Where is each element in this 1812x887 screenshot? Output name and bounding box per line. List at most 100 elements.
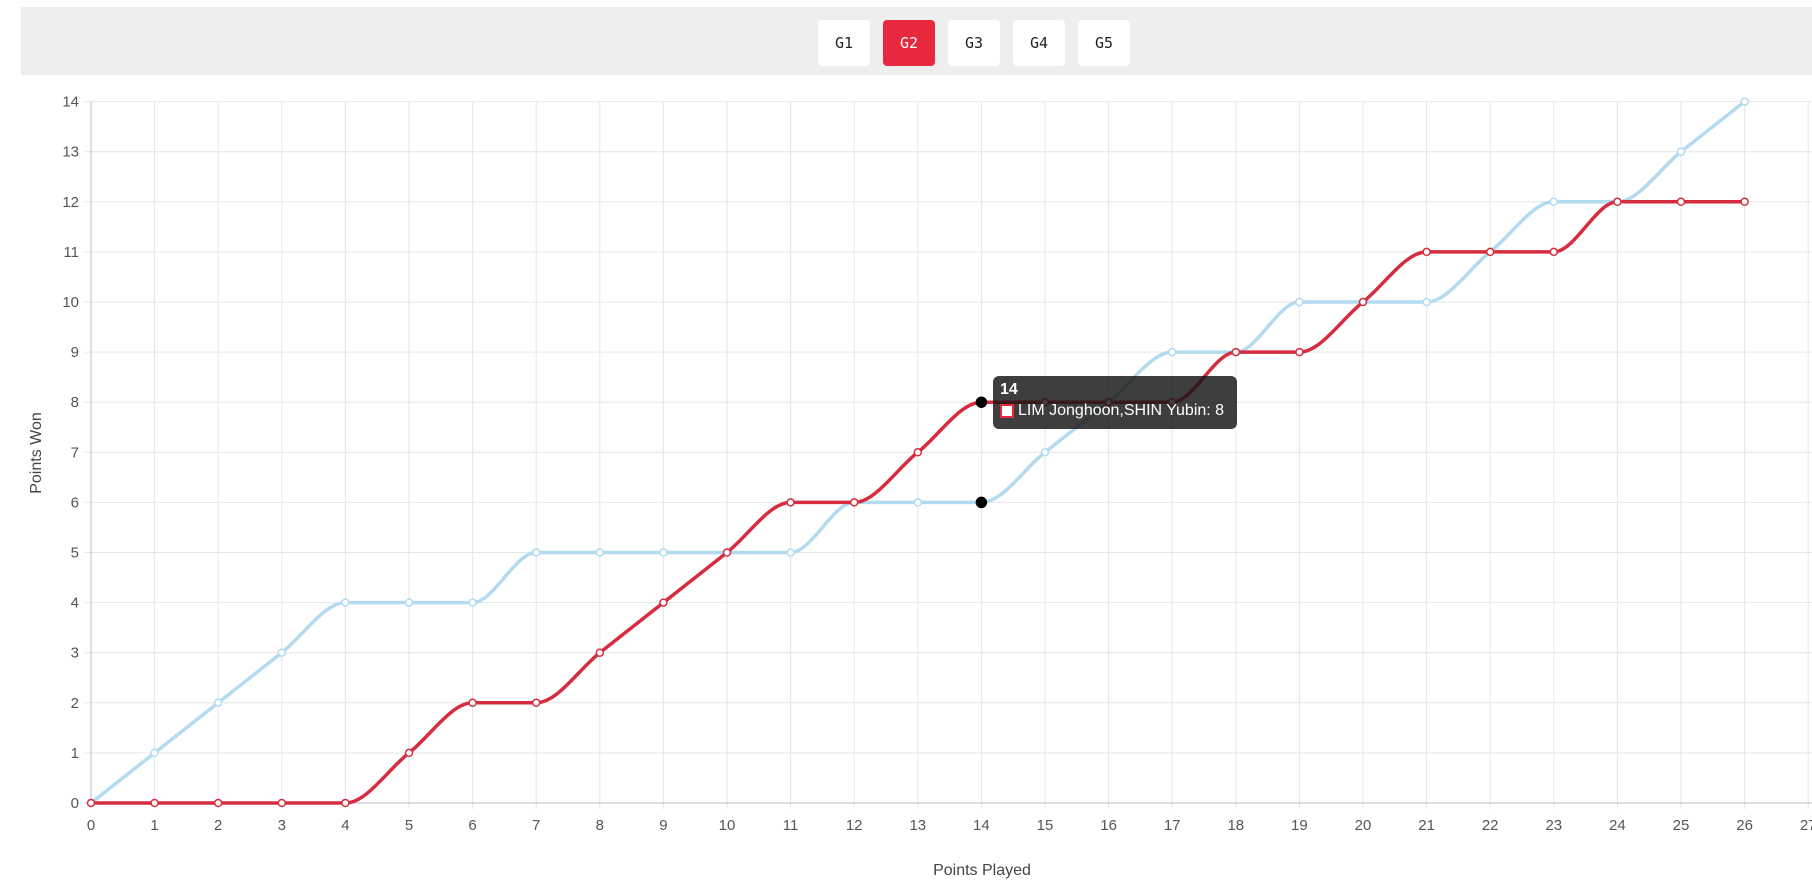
x-tick-label: 22 [1482, 817, 1499, 834]
series-line-0 [89, 100, 1746, 805]
tab-g2[interactable]: G2 [883, 20, 935, 66]
series-0-point [150, 748, 159, 758]
series-0-point [531, 548, 541, 557]
x-tick-label: 27 [1800, 817, 1812, 834]
series-0-point [1422, 297, 1431, 307]
y-axis-title: Points Won [28, 412, 45, 494]
y-tick-label: 14 [62, 94, 79, 111]
series-1-point [404, 748, 414, 758]
y-tick-label: 6 [71, 494, 79, 511]
y-tick-label: 10 [62, 294, 79, 311]
series-1-point [86, 798, 96, 808]
series-0-point [468, 598, 477, 607]
series-0-point [1549, 197, 1559, 207]
chart-axes [90, 101, 1812, 804]
series-1-point [213, 798, 223, 808]
series-0-point [975, 496, 988, 509]
series-0-point [595, 548, 605, 557]
series-1-point [1231, 347, 1241, 357]
y-tick-label: 5 [71, 545, 79, 562]
x-tick-label: 17 [1164, 817, 1181, 834]
x-tick-label: 24 [1609, 817, 1626, 834]
series-0-point [277, 648, 287, 657]
y-tick-label: 12 [62, 194, 79, 211]
series-1-point [1422, 247, 1431, 257]
series-1-point [1676, 197, 1686, 207]
x-tick-label: 26 [1736, 817, 1753, 834]
series-1-point [786, 498, 795, 507]
x-tick-label: 5 [405, 817, 413, 834]
y-tick-label: 3 [71, 645, 79, 662]
chart-tooltip: 14 LIM Jonghoon,SHIN Yubin: 8 [993, 376, 1237, 429]
series-1-point [1485, 247, 1495, 257]
y-tick-label: 8 [71, 394, 79, 411]
series-0-point [1740, 97, 1749, 106]
y-tick-label: 13 [62, 144, 79, 161]
x-tick-label: 25 [1673, 817, 1690, 834]
series-1-point [1613, 197, 1622, 207]
series-0-point [913, 498, 923, 507]
tab-g3[interactable]: G3 [948, 20, 1000, 66]
tooltip-series-swatch [1000, 404, 1014, 418]
series-0-point [659, 548, 668, 557]
tooltip-title: 14 [1000, 381, 1018, 398]
x-tick-label: 23 [1545, 817, 1562, 834]
tab-g1[interactable]: G1 [818, 20, 870, 66]
x-tick-label: 11 [783, 817, 799, 834]
series-1-point [975, 396, 988, 408]
series-0-point [1167, 347, 1177, 357]
x-tick-label: 15 [1037, 817, 1054, 834]
x-tick-label: 9 [659, 817, 667, 834]
game-selector-bar: G1 G2 G3 G4 G5 [21, 7, 1812, 75]
x-tick-label: 16 [1100, 817, 1117, 834]
y-tick-label: 1 [71, 745, 79, 762]
y-tick-label: 0 [71, 795, 79, 812]
y-tick-label: 2 [71, 695, 79, 712]
game-tabs: G1 G2 G3 G4 G5 [818, 20, 1130, 66]
series-1-point [150, 798, 159, 808]
series-1-point [849, 498, 859, 507]
series-1-point [1358, 297, 1368, 307]
y-tick-label: 7 [71, 444, 79, 461]
x-tick-label: 20 [1355, 817, 1372, 834]
x-tick-label: 8 [596, 817, 604, 834]
tab-g5[interactable]: G5 [1078, 20, 1130, 66]
chart-tick-labels: 0 1 2 3 4 5 6 7 8 9 10 11 12 13 14 15 16 17 18 19 20 21 22 23 24… [62, 94, 1812, 834]
series-1-point [659, 598, 668, 607]
series-1-point [595, 648, 605, 657]
x-tick-label: 6 [468, 817, 476, 834]
tab-g4[interactable]: G4 [1013, 20, 1065, 66]
x-tick-label: 14 [973, 817, 990, 834]
x-tick-label: 4 [341, 817, 349, 834]
series-0-point [213, 698, 223, 708]
x-tick-label: 19 [1291, 817, 1308, 834]
series-1-point [531, 698, 541, 708]
series-1-point [341, 798, 350, 808]
series-1-point [1295, 347, 1304, 357]
y-tick-label: 9 [71, 344, 79, 361]
x-tick-label: 18 [1227, 817, 1244, 834]
y-tick-label: 11 [63, 244, 79, 261]
series-1-point [277, 798, 287, 808]
x-tick-label: 12 [846, 817, 863, 834]
series-1-point [722, 548, 732, 557]
series-0-point [404, 598, 414, 607]
series-0-point [1295, 297, 1304, 307]
tooltip-label: LIM Jonghoon,SHIN Yubin: 8 [1018, 402, 1225, 419]
x-tick-label: 2 [214, 817, 222, 834]
series-1-point [468, 698, 477, 708]
series-1-point [913, 448, 923, 457]
x-tick-label: 10 [719, 817, 736, 834]
x-tick-label: 21 [1418, 817, 1435, 834]
x-tick-label: 13 [909, 817, 926, 834]
x-tick-label: 7 [532, 817, 540, 834]
series-1-point [1549, 247, 1559, 257]
points-chart: 0 1 2 3 4 5 6 7 8 9 10 11 12 13 14 15 16 17 18 19 20 21 22 23 24… [28, 94, 1812, 879]
x-tick-label: 3 [278, 817, 286, 834]
series-0-point [786, 548, 795, 557]
chart-grid [85, 101, 1812, 809]
y-tick-label: 4 [71, 595, 79, 612]
x-tick-label: 0 [87, 817, 95, 834]
x-tick-label: 1 [150, 817, 158, 834]
series-0-point [1040, 448, 1050, 457]
